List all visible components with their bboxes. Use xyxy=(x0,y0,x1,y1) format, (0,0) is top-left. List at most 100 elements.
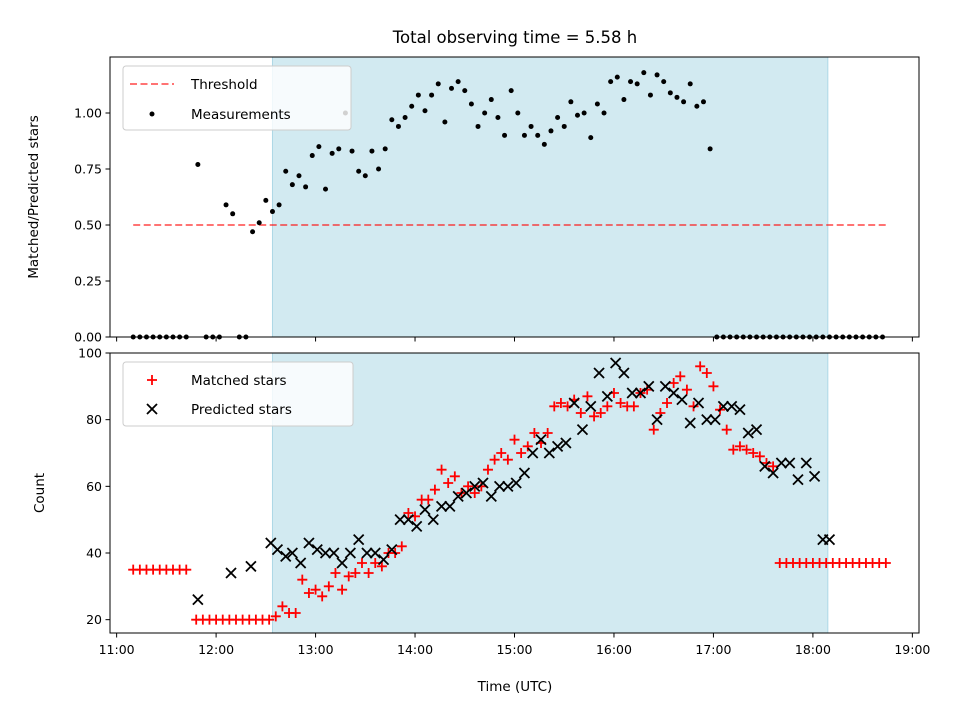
matched-star-point xyxy=(330,568,341,578)
matched-star-point xyxy=(482,464,493,475)
predicted-star-point xyxy=(775,457,788,469)
y-tick-label: 1.00 xyxy=(74,106,102,121)
measurement-point xyxy=(681,99,687,105)
measurement-point xyxy=(548,128,554,134)
predicted-star-point xyxy=(280,550,292,562)
predicted-star-point xyxy=(192,594,204,606)
predicted-star-point xyxy=(800,457,812,469)
predicted-star-point xyxy=(477,477,489,489)
measurement-point xyxy=(269,209,275,215)
predicted-star-point xyxy=(311,544,323,556)
measurement-point xyxy=(654,72,660,78)
predicted-star-point xyxy=(469,480,481,492)
predicted-star-point xyxy=(460,487,473,499)
measurement-point xyxy=(621,97,627,103)
predicted-star-point xyxy=(336,557,348,569)
y-tick-label: 100 xyxy=(78,346,102,361)
matched-star-point xyxy=(277,601,288,612)
matched-star-point xyxy=(303,588,314,598)
matched-star-point xyxy=(310,584,321,595)
predicted-star-point xyxy=(535,434,547,446)
matched-star-point xyxy=(695,361,706,372)
matched-star-point xyxy=(734,441,745,452)
y-axis-label-top: Matched/Predicted stars xyxy=(26,115,42,278)
matched-star-point xyxy=(728,444,739,455)
predicted-star-point xyxy=(609,357,622,369)
matched-star-point xyxy=(403,508,414,518)
predicted-star-point xyxy=(651,414,663,426)
observing-window-band xyxy=(271,56,829,338)
measurement-point xyxy=(316,144,322,150)
measurement-point xyxy=(362,173,368,179)
measurement-point xyxy=(574,112,580,118)
matched-star-point xyxy=(370,558,381,568)
matched-star-point xyxy=(423,494,434,505)
measurement-point xyxy=(667,90,673,96)
predicted-star-point xyxy=(626,387,638,399)
chart-title: Total observing time = 5.58 h xyxy=(392,28,637,47)
matched-star-point xyxy=(463,481,474,492)
measurement-point xyxy=(422,108,428,114)
y-axis-ticks-bottom: 20 40 60 80 100 xyxy=(78,346,110,627)
x-tick-label: 13:00 xyxy=(298,642,334,657)
measurement-point xyxy=(250,229,256,235)
measurement-point xyxy=(528,123,534,129)
predicted-star-point xyxy=(303,537,315,549)
predicted-star-point xyxy=(286,547,298,559)
measurement-point xyxy=(369,148,375,154)
predicted-star-point xyxy=(593,367,605,379)
predicted-star-point xyxy=(576,424,589,436)
y-axis-label-bottom: Count xyxy=(32,473,48,513)
measurement-point xyxy=(455,79,461,85)
matched-star-point xyxy=(701,368,712,378)
measurement-point xyxy=(647,92,653,98)
predicted-star-point xyxy=(485,490,497,502)
matched-star-point xyxy=(768,461,779,472)
matched-star-point xyxy=(323,581,334,592)
predicted-star-point xyxy=(502,480,514,492)
measurement-point xyxy=(482,110,488,116)
measurement-point xyxy=(195,162,201,168)
measurement-point xyxy=(329,150,335,156)
measurement-point xyxy=(588,135,594,141)
measurement-point xyxy=(608,79,614,85)
matched-star-point xyxy=(516,448,527,458)
matched-star-point xyxy=(668,378,679,388)
matched-star-point xyxy=(662,398,673,408)
predicted-star-point xyxy=(394,514,406,526)
measurement-point xyxy=(687,81,693,87)
measurement-point xyxy=(541,141,547,147)
measurement-point xyxy=(475,123,481,129)
matched-star-point xyxy=(708,381,719,392)
matched-star-point xyxy=(761,458,772,468)
measurement-point xyxy=(323,186,329,192)
predicted-star-point xyxy=(411,520,423,532)
measurement-point xyxy=(561,123,567,129)
matched-star-point xyxy=(443,478,454,488)
measurement-point xyxy=(442,119,448,125)
predicted-star-point xyxy=(750,424,763,436)
legend-predicted-swatch xyxy=(146,403,158,415)
axes-count: 20 40 60 80 100 11:00 12:00 13:00 14:00 15:00 16:… xyxy=(32,346,930,696)
predicted-star-point xyxy=(568,397,580,409)
matched-star-point xyxy=(489,454,500,465)
x-tick-label: 17:00 xyxy=(695,642,731,657)
observing-window-band-top xyxy=(271,56,829,338)
predicted-stars-series xyxy=(192,357,836,606)
matched-star-point xyxy=(181,564,192,575)
x-tick-label: 11:00 xyxy=(99,642,135,657)
predicted-star-point xyxy=(709,414,721,426)
matched-star-point xyxy=(496,448,507,458)
measurement-point xyxy=(674,94,680,100)
predicted-star-point xyxy=(419,504,431,516)
matched-star-point xyxy=(542,428,553,438)
matched-star-point xyxy=(589,411,600,422)
matched-star-point xyxy=(575,408,586,418)
x-tick-label: 16:00 xyxy=(596,642,632,657)
measurement-point xyxy=(628,79,634,85)
predicted-star-point xyxy=(784,457,796,469)
predicted-star-point xyxy=(295,557,307,569)
predicted-star-point xyxy=(717,400,730,412)
predicted-star-point xyxy=(742,427,754,439)
matched-star-point xyxy=(582,391,593,402)
